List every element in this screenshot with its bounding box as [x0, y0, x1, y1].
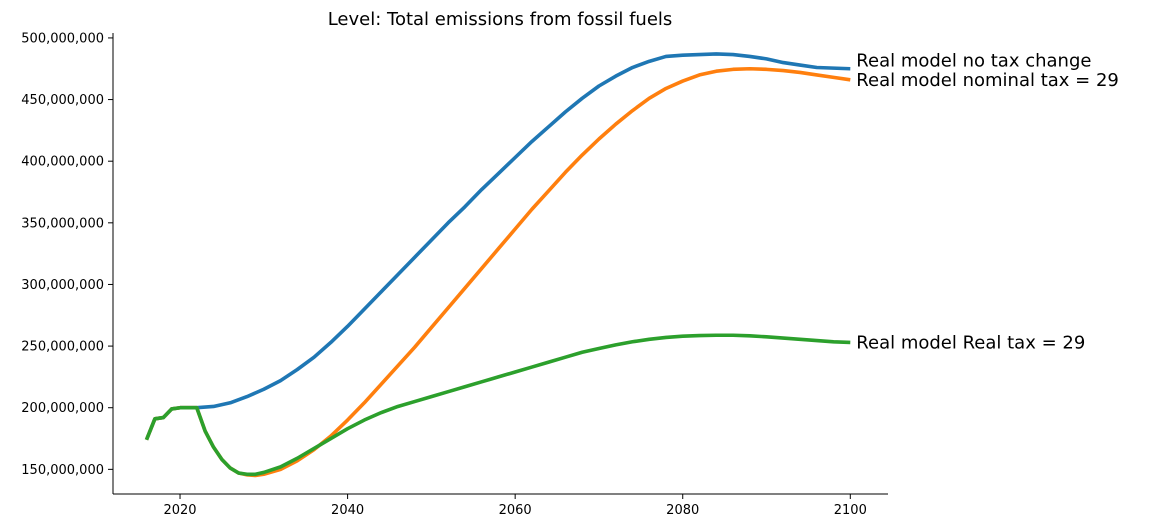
y-tick-label: 300,000,000 [21, 278, 104, 293]
series-line [144, 66, 851, 478]
y-tick-label: 250,000,000 [21, 340, 104, 355]
series-end-label: Real model Real tax = 29 [856, 332, 1085, 353]
series-end-label: Real model nominal tax = 29 [856, 70, 1119, 91]
chart-title: Level: Total emissions from fossil fuels [328, 9, 673, 30]
plot-area: 150,000,000 200,000,000 250,000,000 300,000… [21, 31, 1119, 518]
x-tick-label: 2020 [163, 503, 196, 518]
y-tick-label: 400,000,000 [21, 155, 104, 170]
x-tick-label: 2100 [834, 503, 867, 518]
x-tick-label: 2080 [666, 503, 699, 518]
series-end-label: Real model no tax change [856, 51, 1091, 72]
y-tick-label: 500,000,000 [21, 31, 104, 46]
y-tick-label: 450,000,000 [21, 93, 104, 108]
series-line [144, 333, 851, 477]
y-tick-label: 150,000,000 [21, 463, 104, 478]
series-line [144, 52, 851, 441]
x-tick-label: 2060 [499, 503, 532, 518]
x-tick-label: 2040 [331, 503, 364, 518]
y-tick-label: 350,000,000 [21, 216, 104, 231]
y-tick-label: 200,000,000 [21, 401, 104, 416]
